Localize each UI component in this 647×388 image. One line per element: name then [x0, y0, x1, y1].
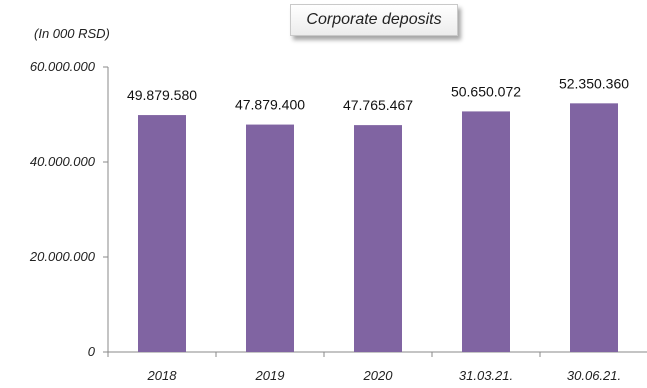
y-tick-label: 40.000.000	[30, 154, 96, 169]
data-label: 47.879.400	[235, 97, 305, 113]
x-tick-label: 2019	[255, 368, 285, 383]
y-tick-label: 20.000.000	[29, 249, 96, 264]
y-tick-label: 0	[88, 344, 96, 359]
unit-label: (In 000 RSD)	[34, 26, 110, 41]
bar	[246, 124, 294, 353]
x-tick-label: 31.03.21.	[459, 368, 513, 383]
chart-title-box: Corporate deposits	[290, 4, 458, 36]
data-label: 52.350.360	[559, 75, 629, 91]
x-tick-label: 2018	[147, 368, 178, 383]
chart-title: Corporate deposits	[306, 11, 442, 28]
x-tick-label: 30.06.21.	[567, 368, 621, 383]
x-tick-label: 2020	[363, 368, 394, 383]
data-label: 50.650.072	[451, 83, 521, 99]
y-tick-label: 60.000.000	[30, 59, 96, 74]
bar	[462, 111, 510, 352]
data-label: 49.879.580	[127, 87, 197, 103]
bar	[138, 115, 186, 353]
bar	[354, 125, 402, 352]
bar	[570, 103, 618, 353]
data-label: 47.765.467	[343, 97, 413, 113]
